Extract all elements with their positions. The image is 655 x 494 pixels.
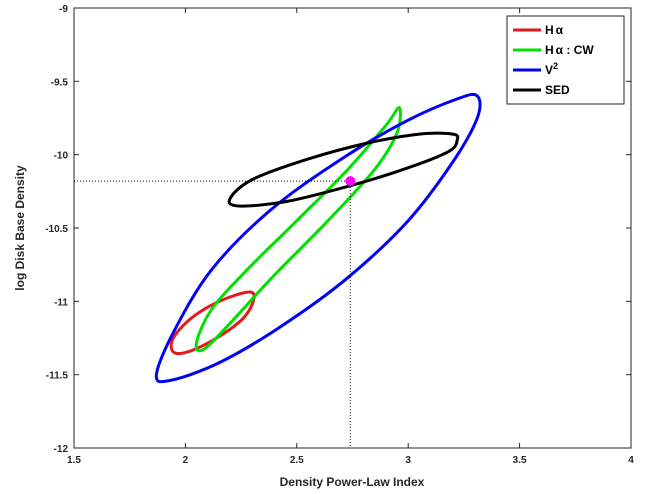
contour-v <box>154 92 482 384</box>
legend-label-suffix: α : CW <box>556 43 595 57</box>
x-axis-label: Density Power-Law Index <box>280 475 425 489</box>
contour-sed <box>227 131 460 208</box>
y-tick-label: -9 <box>59 4 68 15</box>
x-tick-label: 1.5 <box>67 455 81 466</box>
best-fit-reference-lines <box>74 180 351 448</box>
axis-ticks: 1.5 2 2.5 3 3.5 4 -12 -11.5 -11 -10.5 -10 -9.5 -9 <box>45 4 634 466</box>
y-tick-label: -11.5 <box>46 371 69 382</box>
best-fit-marker <box>345 176 356 187</box>
y-tick-label: -10 <box>54 151 69 162</box>
y-tick-label: -12 <box>54 444 69 455</box>
x-tick-label: 3 <box>405 455 411 466</box>
y-axis-label: log Disk Base Density <box>13 165 27 291</box>
legend-label: SED <box>545 83 570 97</box>
x-tick-label: 3.5 <box>513 455 527 466</box>
legend-label-superscript: 2 <box>553 61 558 71</box>
legend-label-suffix: α <box>556 23 564 37</box>
y-tick-label: -11 <box>54 297 68 308</box>
series-curves <box>154 92 482 384</box>
x-tick-label: 2.5 <box>290 455 304 466</box>
contour-h <box>194 106 402 353</box>
x-tick-label: 2 <box>183 455 189 466</box>
y-tick-label: -9.5 <box>51 77 69 88</box>
y-tick-label: -10.5 <box>45 224 68 235</box>
x-tick-label: 4 <box>628 455 634 466</box>
best-fit-point <box>345 176 356 187</box>
